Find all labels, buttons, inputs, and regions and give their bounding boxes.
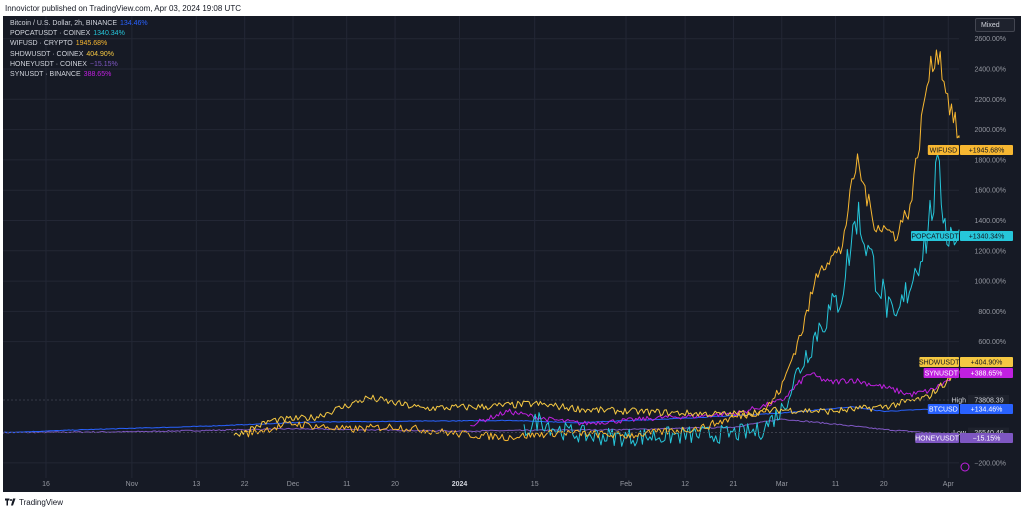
- series-value-tag: [960, 357, 1013, 367]
- x-tick-label: 20: [391, 481, 399, 488]
- scale-mode-button[interactable]: Mixed: [975, 18, 1015, 32]
- legend-row[interactable]: SHDWUSDT · COINEX 404.90%: [10, 50, 148, 60]
- series-value-tag-text: +404.90%: [971, 360, 1003, 367]
- series-name-tag-text: SYNUSDT: [925, 371, 959, 378]
- series-value-tag-text: +134.46%: [971, 407, 1003, 414]
- footer-brand: TradingView: [19, 497, 64, 507]
- x-tick-label: 11: [832, 481, 839, 488]
- legend-name: SHDWUSDT · COINEX: [10, 50, 84, 58]
- x-tick-label: 12: [681, 481, 689, 488]
- y-tick-label: 1800.00%: [974, 157, 1006, 164]
- tradingview-logo-icon: [5, 498, 16, 506]
- legend-value: 388.65%: [83, 71, 112, 79]
- legend-row[interactable]: HONEYUSDT · COINEX −15.15%: [10, 60, 148, 70]
- series-name-tag-text: HONEYUSDT: [915, 436, 960, 443]
- series-line-synusdt[interactable]: [470, 370, 960, 427]
- series-name-tag-text: POPCATUSDT: [911, 234, 959, 241]
- legend-name: Bitcoin / U.S. Dollar, 2h, BINANCE: [10, 20, 117, 27]
- series-value-tag-text: −15.15%: [973, 436, 1001, 443]
- x-tick-label: 20: [880, 481, 888, 488]
- reference-label: High: [952, 397, 967, 404]
- series-value-tag: [960, 368, 1013, 378]
- publish-header: Innovictor published on TradingView.com,…: [5, 4, 241, 13]
- y-tick-label: 2400.00%: [974, 67, 1006, 74]
- x-tick-label: Nov: [126, 481, 139, 488]
- series-value-tag: [960, 404, 1013, 414]
- legend: Bitcoin / U.S. Dollar, 2h, BINANCE 134.46…: [10, 19, 148, 80]
- x-tick-label: 13: [192, 481, 200, 488]
- series-value-tag: [960, 231, 1013, 241]
- legend-value: 134.46%: [119, 20, 148, 27]
- series-name-tag-text: WIFUSD: [930, 148, 958, 155]
- legend-value: 1340.34%: [93, 30, 125, 38]
- series-value-tag: [960, 433, 1013, 443]
- legend-name: HONEYUSDT · COINEX: [10, 60, 87, 68]
- x-tick-label: Feb: [620, 481, 632, 488]
- legend-value: 1945.68%: [75, 40, 108, 48]
- legend-name: WIFUSD · CRYPTO: [10, 40, 73, 48]
- y-tick-label: 1600.00%: [974, 188, 1006, 195]
- series-name-tag-text: BTCUSD: [929, 407, 958, 414]
- series-name-tag: [927, 145, 959, 155]
- price-chart[interactable]: 2600.00% 2400.00% 2200.00% 2000.00% 1800.00%…: [3, 16, 1021, 492]
- legend-name: POPCATUSDT · COINEX: [10, 30, 91, 38]
- series-value-tag-text: +1945.68%: [969, 148, 1005, 155]
- series-line-shdwusdt[interactable]: [233, 371, 960, 437]
- series-line-popcatusdt[interactable]: [523, 153, 960, 447]
- x-tick-label: Mar: [776, 481, 789, 488]
- x-tick-label: 16: [42, 481, 50, 488]
- x-tick-label: Apr: [943, 481, 955, 488]
- series-line-honeyusdt[interactable]: [3, 418, 960, 436]
- reference-label: Low: [953, 430, 967, 437]
- series-line-wifusd[interactable]: [244, 49, 960, 442]
- legend-value: −15.15%: [89, 60, 118, 68]
- y-tick-label: 2000.00%: [974, 127, 1006, 134]
- legend-name: SYNUSDT · BINANCE: [10, 71, 81, 79]
- series-name-tag: [923, 368, 959, 378]
- chart-area[interactable]: 2600.00% 2400.00% 2200.00% 2000.00% 1800.00%…: [3, 16, 1021, 492]
- series-value-tag: [960, 145, 1013, 155]
- x-tick-label: Dec: [287, 481, 300, 488]
- legend-row[interactable]: POPCATUSDT · COINEX 1340.34%: [10, 29, 148, 39]
- series-name-tag: [911, 231, 959, 241]
- series-name-tag: [919, 357, 959, 367]
- x-tick-label: 15: [531, 481, 539, 488]
- legend-row[interactable]: Bitcoin / U.S. Dollar, 2h, BINANCE 134.46…: [10, 19, 148, 29]
- legend-value: 404.90%: [86, 50, 115, 58]
- series-value-tag-text: +1340.34%: [969, 234, 1005, 241]
- y-tick-label: 1200.00%: [974, 248, 1006, 255]
- event-marker-icon[interactable]: [960, 462, 970, 472]
- y-tick-label: 2200.00%: [974, 97, 1006, 104]
- y-tick-label: 2600.00%: [974, 36, 1006, 43]
- reference-value: 73808.39: [974, 397, 1003, 404]
- reference-value-bg: [968, 394, 1009, 405]
- y-tick-label: −200.00%: [974, 460, 1006, 467]
- legend-row[interactable]: SYNUSDT · BINANCE 388.65%: [10, 70, 148, 80]
- reference-value-bg: [968, 427, 1009, 438]
- series-name-tag: [915, 433, 959, 443]
- x-tick-label: 22: [241, 481, 249, 488]
- y-tick-label: 600.00%: [978, 339, 1006, 346]
- footer: TradingView: [5, 496, 63, 508]
- y-tick-label: 800.00%: [978, 309, 1006, 316]
- series-name-tag-text: SHDWUSDT: [919, 360, 960, 367]
- x-tick-label: 2024: [452, 481, 468, 488]
- y-tick-label: 1000.00%: [974, 279, 1006, 286]
- legend-row[interactable]: WIFUSD · CRYPTO 1945.68%: [10, 39, 148, 49]
- series-name-tag: [927, 404, 959, 414]
- y-tick-label: 1400.00%: [974, 218, 1006, 225]
- series-value-tag-text: +388.65%: [971, 371, 1003, 378]
- x-tick-label: 11: [343, 481, 350, 488]
- x-tick-label: 21: [730, 481, 738, 488]
